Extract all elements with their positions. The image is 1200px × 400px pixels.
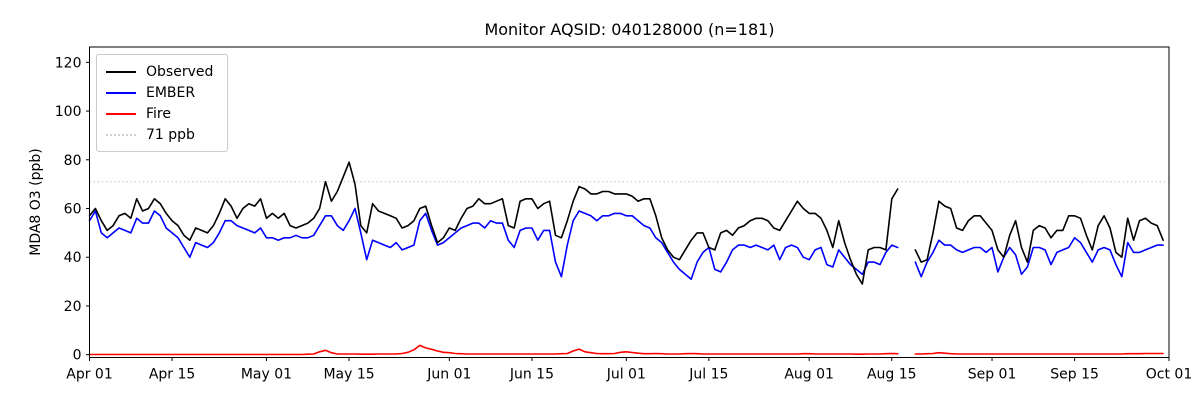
y-axis-label: MDA8 O3 (ppb) bbox=[28, 148, 44, 256]
legend-label: 71 ppb bbox=[146, 126, 195, 143]
y-tick-label: 120 bbox=[55, 55, 82, 71]
legend: Observed EMBER Fire 71 ppb bbox=[96, 54, 229, 152]
legend-line-swatch bbox=[106, 112, 136, 115]
y-tick-label: 100 bbox=[55, 104, 82, 120]
x-tick-label: Jun 15 bbox=[509, 367, 554, 383]
legend-label: EMBER bbox=[146, 84, 196, 101]
y-tick-label: 60 bbox=[64, 202, 82, 218]
series-line-observed bbox=[88, 161, 1164, 285]
axes-frame bbox=[89, 46, 1170, 358]
x-tick-label: Aug 01 bbox=[784, 367, 834, 383]
x-tick-label: Apr 01 bbox=[66, 367, 112, 383]
x-tick-label: Apr 15 bbox=[149, 367, 195, 383]
x-tick-label: May 01 bbox=[241, 367, 292, 383]
x-tick-label: Jun 01 bbox=[426, 367, 471, 383]
legend-line-swatch bbox=[106, 70, 136, 73]
series-line-ember bbox=[88, 207, 1164, 280]
legend-item-ember: EMBER bbox=[106, 82, 213, 103]
x-tick-label: Jul 01 bbox=[606, 367, 646, 383]
chart-title: Monitor AQSID: 040128000 (n=181) bbox=[484, 20, 775, 39]
series-line-fire bbox=[88, 344, 1164, 356]
y-tick-label: 20 bbox=[64, 299, 82, 315]
x-tick-label: Sep 15 bbox=[1050, 367, 1099, 383]
plot-area bbox=[89, 47, 1169, 358]
x-tick-label: Sep 01 bbox=[968, 367, 1017, 383]
x-tick-label: Jul 15 bbox=[688, 367, 728, 383]
y-tick-label: 0 bbox=[73, 348, 82, 364]
legend-item-observed: Observed bbox=[106, 61, 213, 82]
legend-label: Observed bbox=[146, 63, 214, 80]
legend-item-fire: Fire bbox=[106, 103, 213, 124]
legend-line-swatch bbox=[106, 91, 136, 94]
x-tick-label: May 15 bbox=[323, 367, 374, 383]
y-tick-label: 80 bbox=[64, 153, 82, 169]
legend-line-swatch bbox=[106, 133, 136, 136]
legend-item-71-ppb: 71 ppb bbox=[106, 124, 213, 145]
x-tick-label: Oct 01 bbox=[1146, 367, 1192, 383]
y-tick-label: 40 bbox=[64, 250, 82, 266]
legend-label: Fire bbox=[146, 105, 171, 122]
x-tick-label: Aug 15 bbox=[867, 367, 917, 383]
